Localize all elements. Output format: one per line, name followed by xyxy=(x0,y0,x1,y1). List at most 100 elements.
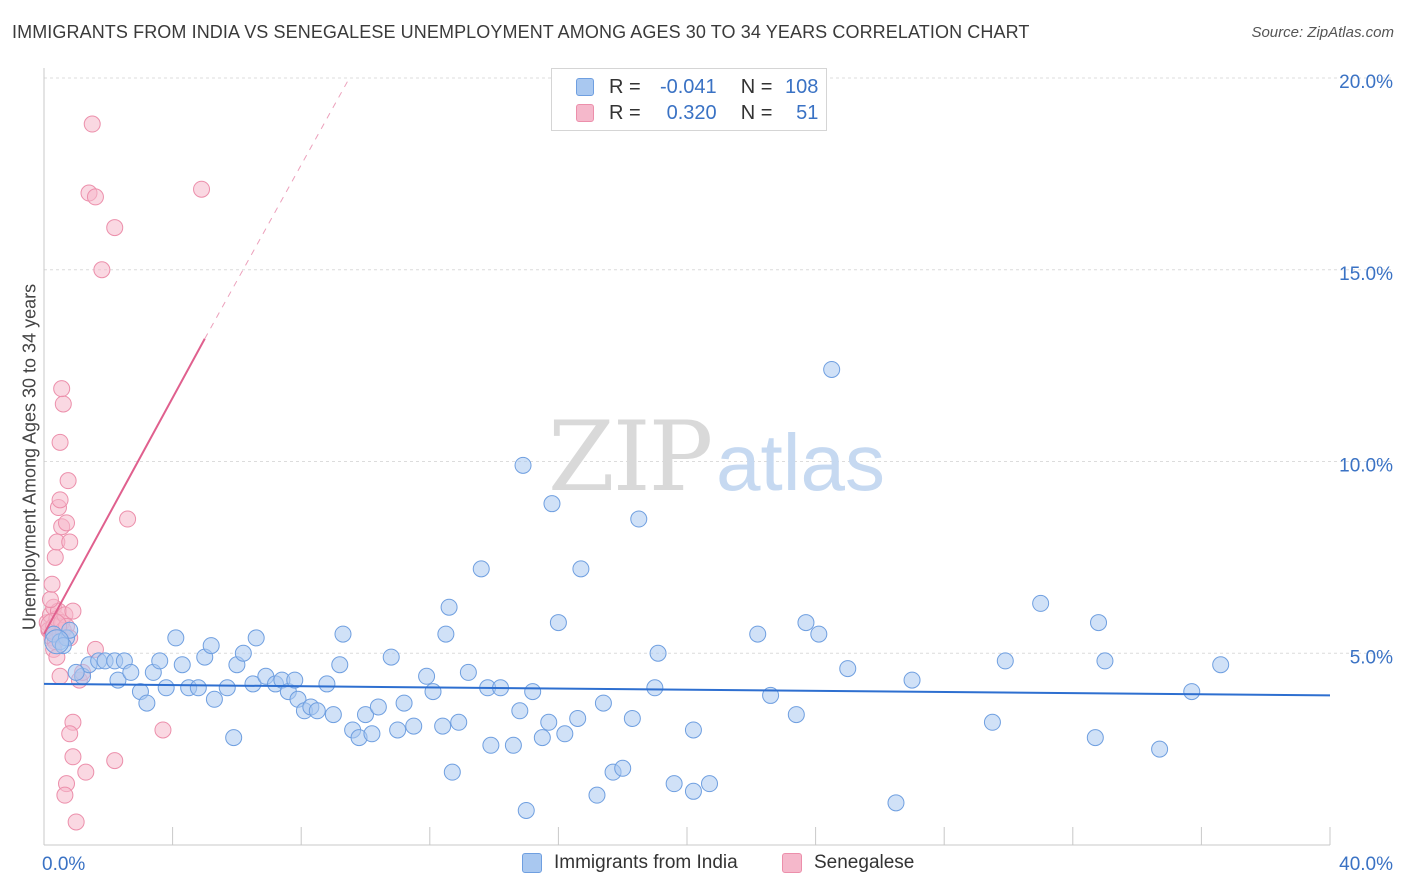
india-point xyxy=(67,663,85,681)
india-point xyxy=(1090,614,1108,632)
india-point xyxy=(369,698,387,716)
y-tick-label: 10.0% xyxy=(1339,456,1393,477)
senegalese-point xyxy=(106,752,124,770)
senegalese-point xyxy=(106,219,124,237)
india-point xyxy=(996,652,1014,670)
india-point xyxy=(511,702,529,720)
india-point xyxy=(418,667,436,685)
india-point xyxy=(630,510,648,528)
india-point xyxy=(308,702,326,720)
legend-r-value: -0.041 xyxy=(659,75,717,98)
y-tick-label: 15.0% xyxy=(1339,264,1393,285)
x-tick-label-min: 0.0% xyxy=(42,854,85,875)
senegalese-point xyxy=(51,667,69,685)
india-trend-line xyxy=(43,682,1331,697)
india-point xyxy=(1151,740,1169,758)
india-point xyxy=(684,721,702,739)
india-point xyxy=(1032,594,1050,612)
legend-row-india: R = -0.041 N = 108 xyxy=(576,75,818,99)
senegalese-point xyxy=(59,472,77,490)
india-point xyxy=(138,694,156,712)
senegalese-trend-extension xyxy=(204,77,350,340)
senegalese-point xyxy=(67,813,85,831)
senegalese-point xyxy=(53,380,71,398)
india-point xyxy=(588,786,606,804)
india-point xyxy=(524,683,542,701)
senegalese-point xyxy=(43,575,61,593)
india-point xyxy=(983,713,1001,731)
india-point xyxy=(318,675,336,693)
india-point xyxy=(1086,729,1104,747)
india-point xyxy=(363,725,381,743)
india-point xyxy=(54,637,72,655)
india-point xyxy=(247,629,265,647)
legend-r-label: R = xyxy=(609,101,641,124)
senegalese-point xyxy=(56,786,74,804)
india-point xyxy=(122,663,140,681)
india-point xyxy=(202,637,220,655)
india-point xyxy=(205,690,223,708)
india-point xyxy=(173,656,191,674)
india-point xyxy=(443,763,461,781)
legend-swatch-senegalese xyxy=(782,853,802,873)
senegalese-point xyxy=(64,602,82,620)
india-point xyxy=(556,725,574,743)
series-legend: Immigrants from India Senegalese xyxy=(0,852,1406,878)
india-point xyxy=(1212,656,1230,674)
watermark: ZIP atlas xyxy=(548,401,885,513)
senegalese-point xyxy=(61,533,79,551)
india-point xyxy=(504,736,522,754)
y-tick-label: 20.0% xyxy=(1339,72,1393,93)
y-axis-label: Unemployment Among Ages 30 to 34 years xyxy=(19,283,40,631)
legend-n-label: N = xyxy=(740,75,773,98)
india-points xyxy=(44,360,1230,819)
senegalese-point xyxy=(61,725,79,743)
legend-r-value: 0.320 xyxy=(666,101,717,124)
india-point xyxy=(395,694,413,712)
senegalese-point xyxy=(83,115,101,133)
india-point xyxy=(514,456,532,474)
senegalese-point xyxy=(119,510,137,528)
india-point xyxy=(167,629,185,647)
india-point xyxy=(543,495,561,513)
india-point xyxy=(382,648,400,666)
india-point xyxy=(44,629,70,655)
india-point xyxy=(823,360,841,378)
india-point xyxy=(459,663,477,681)
senegalese-point xyxy=(64,748,82,766)
senegalese-point xyxy=(77,763,95,781)
chart-title: IMMIGRANTS FROM INDIA VS SENEGALESE UNEM… xyxy=(12,22,1030,42)
legend-item-india[interactable]: Immigrants from India xyxy=(522,852,738,874)
india-point xyxy=(839,660,857,678)
india-point xyxy=(749,625,767,643)
india-point xyxy=(540,713,558,731)
senegalese-point xyxy=(193,180,211,198)
senegalese-trend-line xyxy=(43,338,206,635)
legend-label-senegalese: Senegalese xyxy=(814,852,915,873)
x-tick-label-max: 40.0% xyxy=(1339,854,1393,875)
senegalese-point xyxy=(93,261,111,279)
india-point xyxy=(665,775,683,793)
india-point xyxy=(701,775,719,793)
senegalese-point xyxy=(41,591,59,609)
legend-r-label: R = xyxy=(609,75,641,98)
senegalese-point xyxy=(54,395,72,413)
legend-swatch-senegalese xyxy=(576,104,594,122)
india-point xyxy=(189,679,207,697)
senegalese-point xyxy=(154,721,172,739)
senegalese-point xyxy=(58,514,76,532)
india-point xyxy=(450,713,468,731)
axes xyxy=(43,68,1331,846)
india-point xyxy=(334,625,352,643)
correlation-legend: R = -0.041 N = 108 R = 0.320 N = 51 xyxy=(551,68,827,131)
legend-swatch-india xyxy=(522,853,542,873)
legend-item-senegalese[interactable]: Senegalese xyxy=(782,852,914,874)
india-point xyxy=(569,709,587,727)
legend-n-value: 51 xyxy=(796,101,819,124)
india-point xyxy=(234,644,252,662)
legend-n-label: N = xyxy=(740,101,773,124)
india-point xyxy=(517,801,535,819)
y-tick-label: 5.0% xyxy=(1350,647,1393,668)
senegalese-point xyxy=(86,188,104,206)
india-point xyxy=(331,656,349,674)
